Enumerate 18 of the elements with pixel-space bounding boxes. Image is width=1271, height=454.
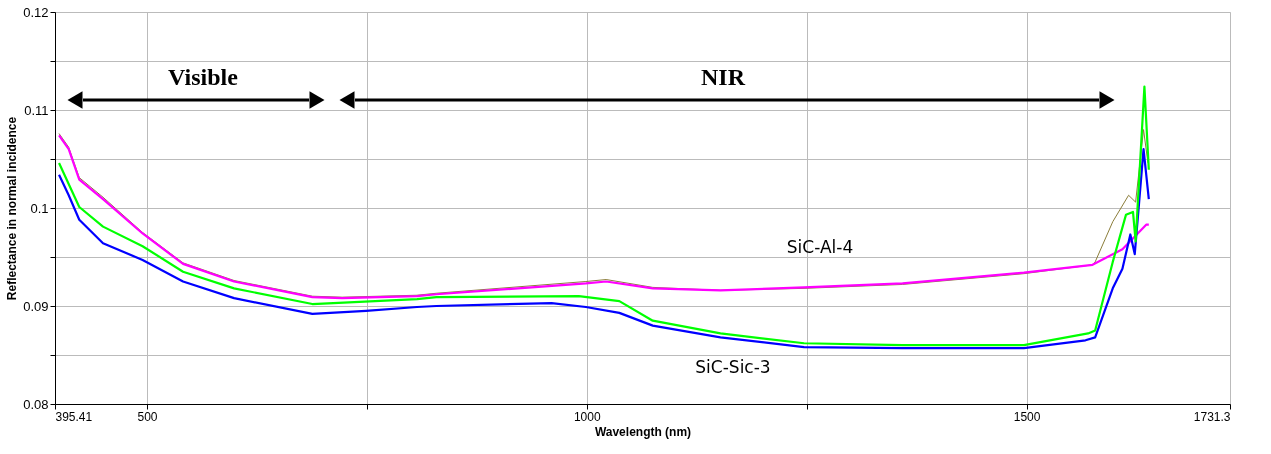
line-series [57, 85, 1150, 347]
y-tick-label: 0.12 [23, 4, 49, 20]
x-tick-label: 1000 [573, 409, 601, 424]
y-tick-label: 0.09 [23, 298, 49, 314]
x-axis-title: Wavelength (nm) [594, 424, 692, 439]
annotation: NIR [700, 64, 746, 90]
y-tick-label: 0.08 [23, 396, 49, 412]
x-tick-label: 395.41 [55, 409, 93, 424]
x-tick-label: 1500 [1013, 409, 1041, 424]
y-tick-label: 0.1 [30, 200, 49, 216]
annotation: SiC-Sic-3 [695, 357, 771, 377]
y-axis-title: Reflectance in normal incidence [5, 116, 20, 301]
annotation: SiC-Al-4 [786, 237, 854, 257]
x-tick-label: 500 [137, 409, 158, 424]
annotation: Visible [168, 64, 239, 90]
y-tick-label: 0.11 [24, 102, 49, 118]
line-series [57, 148, 1150, 350]
x-tick-label: 1731.3 [1193, 409, 1231, 424]
